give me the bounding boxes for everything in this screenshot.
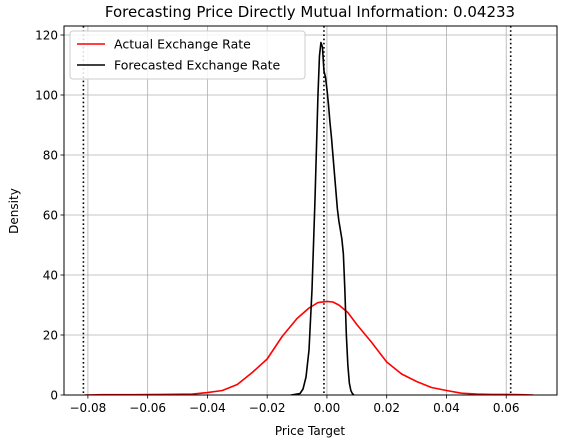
y-tick-label: 40 xyxy=(43,268,58,282)
y-tick-label: 60 xyxy=(43,208,58,222)
x-tick-label: −0.06 xyxy=(129,401,166,415)
y-tick-label: 120 xyxy=(35,28,58,42)
legend-box xyxy=(69,30,306,80)
chart-title: Forecasting Price Directly Mutual Inform… xyxy=(105,3,515,21)
x-axis-ticks: −0.08 −0.06 −0.04 −0.02 0.00 0.02 0.04 0.06 xyxy=(70,395,520,415)
reference-lines xyxy=(82,26,512,395)
x-tick-label: 0.00 xyxy=(314,401,341,415)
series-lines xyxy=(84,41,534,395)
plot-area-frame xyxy=(63,25,558,396)
y-tick-label: 0 xyxy=(50,388,58,402)
legend-label-actual: Actual Exchange Rate xyxy=(114,37,251,52)
x-tick-label: 0.04 xyxy=(433,401,460,415)
x-tick-label: −0.02 xyxy=(249,401,286,415)
x-tick-label: 0.02 xyxy=(373,401,400,415)
x-axis-label: Price Target xyxy=(275,424,346,438)
y-tick-label: 100 xyxy=(35,88,58,102)
y-axis-ticks: 0 20 40 60 80 100 120 xyxy=(35,28,64,402)
legend: Actual Exchange Rate Forecasted Exchange… xyxy=(69,30,306,80)
legend-label-forecasted: Forecasted Exchange Rate xyxy=(114,58,281,73)
forecasted-exchange-rate-line xyxy=(290,41,355,395)
x-tick-label: −0.08 xyxy=(70,401,107,415)
x-tick-label: −0.04 xyxy=(189,401,226,415)
x-tick-label: 0.06 xyxy=(493,401,520,415)
y-axis-label: Density xyxy=(7,188,21,234)
y-tick-label: 80 xyxy=(43,148,58,162)
actual-exchange-rate-line xyxy=(84,300,534,395)
y-tick-label: 20 xyxy=(43,328,58,342)
